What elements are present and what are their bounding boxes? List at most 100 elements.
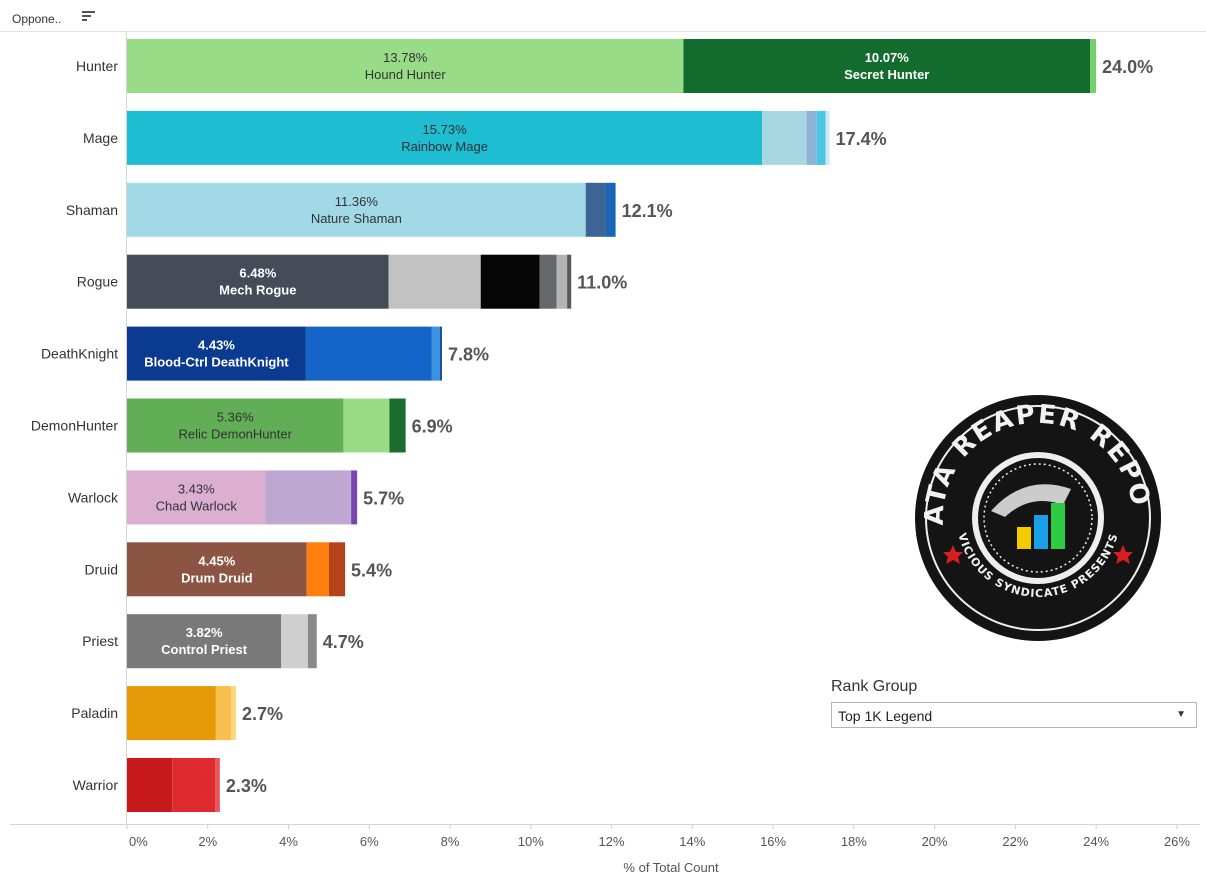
category-label: Warrior bbox=[73, 777, 119, 793]
bar-total-label: 24.0% bbox=[1102, 57, 1153, 77]
bar-segment[interactable] bbox=[825, 110, 830, 165]
x-tick-label: 12% bbox=[599, 834, 625, 849]
x-tick-label: 20% bbox=[922, 834, 948, 849]
category-label: Druid bbox=[85, 561, 118, 577]
bar-segment[interactable] bbox=[762, 110, 807, 165]
bar-segment[interactable] bbox=[127, 542, 307, 597]
opponent-field-label: Oppone.. bbox=[12, 12, 62, 26]
bar-segment[interactable] bbox=[683, 39, 1091, 93]
labels-layer: Hunter 13.78% Hound Hunter 10.07% Secret Hun… bbox=[31, 50, 1153, 796]
segment-percent-label: 10.07% bbox=[865, 50, 910, 65]
bar-segment[interactable] bbox=[539, 254, 557, 309]
bar-segment[interactable] bbox=[343, 398, 390, 453]
category-label: DeathKnight bbox=[41, 346, 118, 362]
x-tick-label: 10% bbox=[518, 834, 544, 849]
x-tick-label: 4% bbox=[279, 834, 298, 849]
bar-total-label: 11.0% bbox=[577, 273, 627, 293]
bar-segment[interactable] bbox=[127, 39, 684, 93]
segment-name-label: Relic DemonHunter bbox=[178, 427, 292, 442]
segment-percent-label: 4.45% bbox=[198, 553, 235, 568]
segment-name-label: Blood-Ctrl DeathKnight bbox=[144, 355, 289, 370]
bar-segment[interactable] bbox=[215, 758, 220, 812]
logo-scythe bbox=[991, 484, 1071, 517]
segment-name-label: Hound Hunter bbox=[365, 67, 447, 82]
logo-bar bbox=[1051, 503, 1065, 549]
logo-bar bbox=[1034, 515, 1048, 549]
bar-segment[interactable] bbox=[567, 254, 572, 309]
bar-segment[interactable] bbox=[127, 758, 173, 812]
dropdown-arrow-icon[interactable]: ▼ bbox=[1176, 709, 1186, 720]
bar-segment[interactable] bbox=[127, 398, 344, 453]
bar-segment[interactable] bbox=[127, 182, 586, 237]
bar-segment[interactable] bbox=[127, 614, 282, 669]
segment-name-label: Secret Hunter bbox=[844, 67, 929, 82]
bar-segment[interactable] bbox=[816, 110, 826, 165]
x-tick-label: 24% bbox=[1083, 834, 1109, 849]
bar-total-label: 6.9% bbox=[412, 417, 453, 437]
bar-segment[interactable] bbox=[281, 614, 308, 669]
bar-segment[interactable] bbox=[1090, 39, 1097, 93]
segment-percent-label: 11.36% bbox=[335, 194, 379, 209]
x-tick-label: 22% bbox=[1002, 834, 1028, 849]
category-label: Hunter bbox=[76, 58, 118, 74]
bar-segment[interactable] bbox=[127, 686, 216, 741]
x-tick-label: 0% bbox=[129, 834, 148, 849]
x-tick-label: 16% bbox=[760, 834, 786, 849]
bar-segment[interactable] bbox=[305, 326, 432, 381]
x-axis: 0% 2% 4% 6% 8% 10% 12% 14% 16% 18% 20% 22% 24% 26% % o… bbox=[10, 31, 1200, 875]
x-axis-title: % of Total Count bbox=[623, 860, 719, 875]
sheet-header: Oppone.. bbox=[0, 0, 1206, 32]
bar-total-label: 5.7% bbox=[363, 488, 404, 508]
bar-segment[interactable] bbox=[127, 326, 306, 381]
bar-segment[interactable] bbox=[215, 686, 232, 741]
segment-percent-label: 3.43% bbox=[178, 481, 215, 496]
bar-segment[interactable] bbox=[127, 110, 763, 165]
segment-name-label: Nature Shaman bbox=[311, 211, 402, 226]
bar-total-label: 2.3% bbox=[226, 776, 267, 796]
segment-percent-label: 13.78% bbox=[383, 50, 428, 65]
x-tick-label: 2% bbox=[198, 834, 217, 849]
bar-segment[interactable] bbox=[351, 470, 358, 525]
bars-layer bbox=[127, 39, 1097, 812]
category-label: Shaman bbox=[66, 202, 118, 218]
bar-segment[interactable] bbox=[806, 110, 817, 165]
bar-segment[interactable] bbox=[439, 326, 442, 381]
category-label: Rogue bbox=[77, 274, 118, 290]
bar-segment[interactable] bbox=[127, 470, 266, 525]
category-label: Paladin bbox=[71, 705, 118, 721]
segment-percent-label: 5.36% bbox=[217, 410, 254, 425]
segment-name-label: Mech Rogue bbox=[219, 283, 296, 298]
bar-segment[interactable] bbox=[389, 398, 406, 453]
bar-segment[interactable] bbox=[556, 254, 568, 309]
bar-segment[interactable] bbox=[172, 758, 216, 812]
bar-segment[interactable] bbox=[307, 614, 317, 669]
x-tick-label: 8% bbox=[441, 834, 460, 849]
logo-star-right bbox=[1113, 545, 1133, 564]
bar-total-label: 2.7% bbox=[242, 704, 283, 724]
rank-group-dropdown[interactable]: Top 1K Legend ▼ bbox=[831, 702, 1197, 728]
logo-bar bbox=[1017, 527, 1031, 549]
bar-segment[interactable] bbox=[306, 542, 329, 597]
bar-segment[interactable] bbox=[231, 686, 237, 741]
category-label: Mage bbox=[83, 130, 118, 146]
bar-segment[interactable] bbox=[328, 542, 346, 597]
category-label: Priest bbox=[82, 633, 118, 649]
sort-descending-icon[interactable] bbox=[82, 10, 96, 22]
bar-segment[interactable] bbox=[605, 182, 616, 237]
segment-percent-label: 3.82% bbox=[186, 625, 223, 640]
bar-segment[interactable] bbox=[585, 182, 606, 237]
bar-segment[interactable] bbox=[480, 254, 540, 309]
segment-name-label: Rainbow Mage bbox=[401, 139, 488, 154]
bar-segment[interactable] bbox=[265, 470, 352, 525]
rank-group-title: Rank Group bbox=[831, 678, 918, 695]
bar-segment[interactable] bbox=[431, 326, 440, 381]
category-label: Warlock bbox=[68, 489, 119, 505]
bar-segment[interactable] bbox=[127, 254, 389, 309]
bar-total-label: 7.8% bbox=[448, 345, 489, 365]
data-reaper-report-logo: DATA REAPER REPORT VICIOUS SYNDICATE PRE… bbox=[913, 393, 1161, 641]
bar-total-label: 12.1% bbox=[622, 201, 673, 221]
segment-name-label: Control Priest bbox=[161, 642, 248, 657]
bar-segment[interactable] bbox=[388, 254, 481, 309]
segment-name-label: Drum Druid bbox=[181, 570, 253, 585]
